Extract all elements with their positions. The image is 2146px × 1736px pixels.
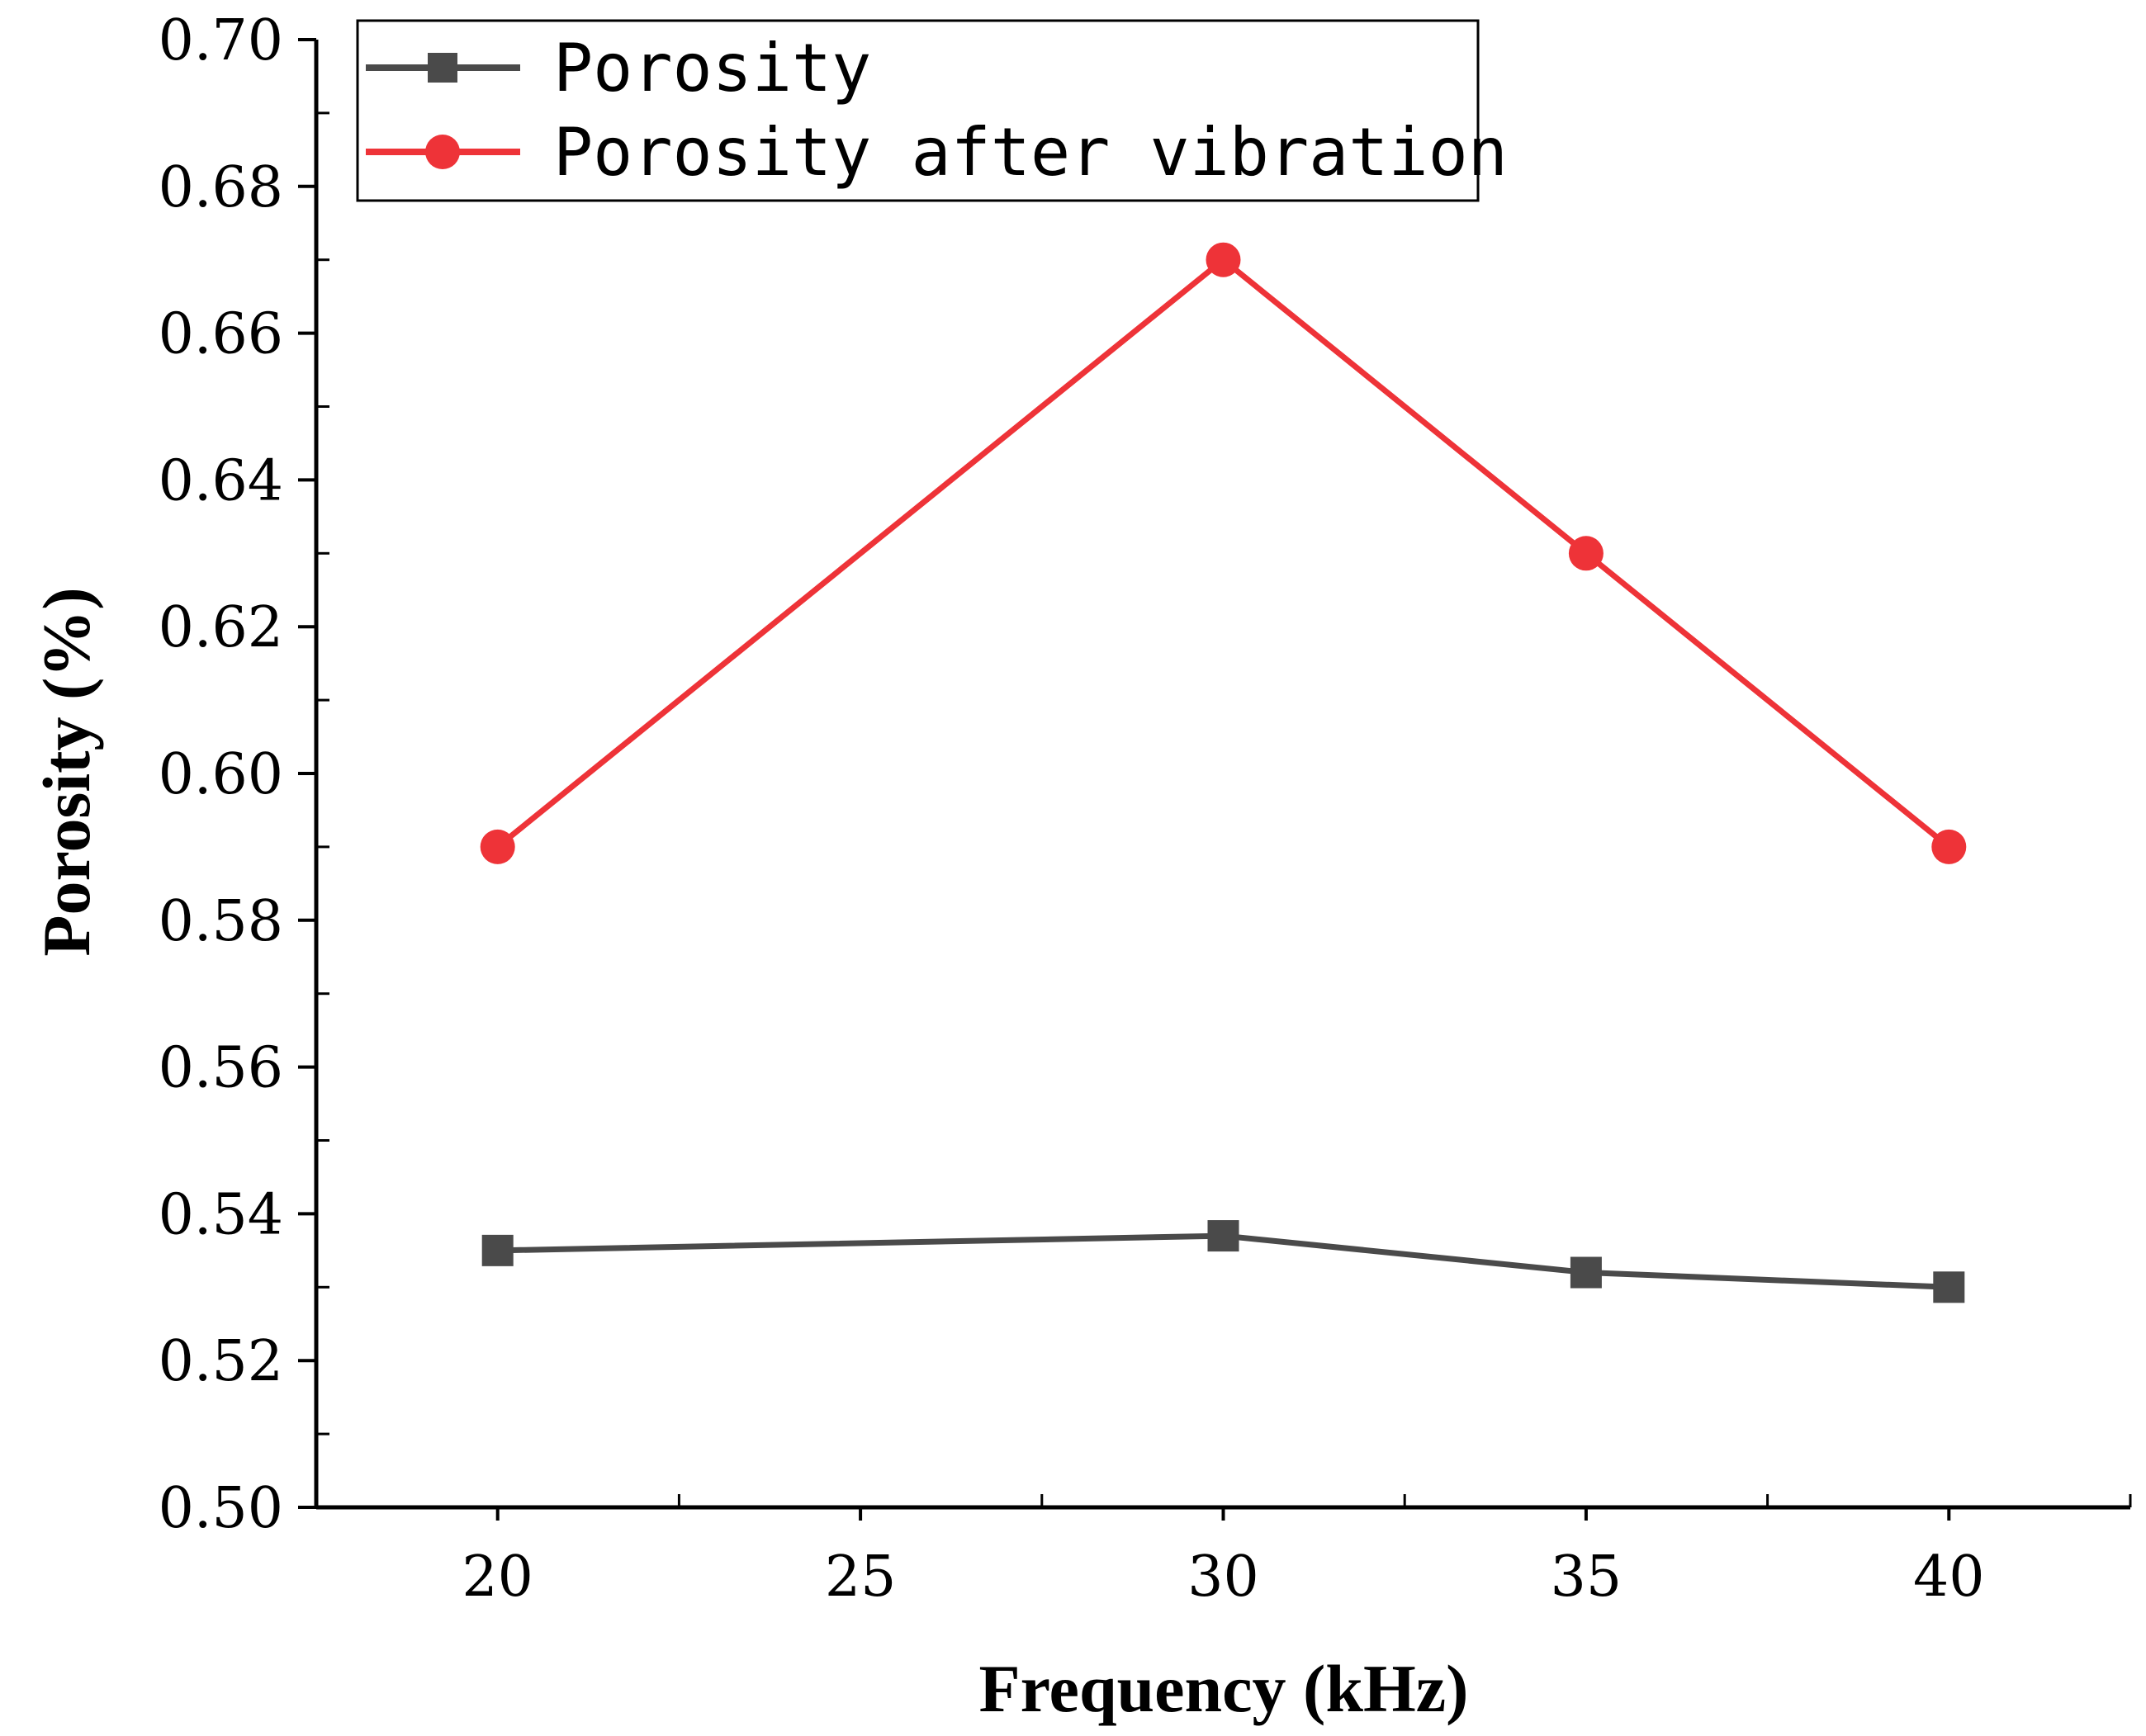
- series-line-porosity-after-vibration: [495, 257, 1951, 849]
- legend-label-porosity-after-vibration: Porosity after vibration: [553, 114, 1508, 191]
- series-porosity: [481, 1220, 1965, 1303]
- x-axis-ticks: 20 25 30 35 40: [315, 1494, 2132, 1610]
- x-tick-label-35: 35: [1551, 1544, 1623, 1610]
- x-tick-label-20: 20: [462, 1544, 533, 1610]
- point-porosity-after-vibration-35: [1568, 536, 1604, 571]
- y-tick-label-0-64: 0.64: [159, 448, 283, 513]
- series-layer: [480, 242, 1967, 1303]
- legend-marker-porosity: [428, 53, 457, 83]
- series-porosity-after-vibration: [480, 242, 1967, 864]
- y-tick-label-0-70: 0.70: [159, 8, 283, 73]
- legend: Porosity Porosity after vibration: [356, 19, 1508, 202]
- y-tick-label-0-62: 0.62: [159, 595, 283, 660]
- series-line-porosity: [497, 1232, 1949, 1290]
- point-porosity-20: [481, 1234, 514, 1266]
- x-tick-label-40: 40: [1913, 1544, 1985, 1610]
- y-tick-label-0-66: 0.66: [159, 302, 283, 367]
- y-tick-label-0-50: 0.50: [159, 1476, 283, 1541]
- point-porosity-after-vibration-40: [1931, 829, 1967, 864]
- y-tick-label-0-68: 0.68: [159, 155, 283, 220]
- y-tick-label-0-52: 0.52: [159, 1329, 283, 1394]
- point-porosity-after-vibration-20: [480, 829, 515, 864]
- y-tick-label-0-54: 0.54: [159, 1182, 283, 1247]
- y-tick-label-0-56: 0.56: [159, 1036, 283, 1101]
- y-axis-title: Porosity (%): [29, 587, 104, 956]
- point-porosity-after-vibration-30: [1206, 242, 1241, 277]
- y-tick-label-0-60: 0.60: [159, 742, 283, 807]
- legend-box: [356, 19, 1480, 202]
- y-axis-ticks: 0.50 0.52 0.54 0.56 0.58 0.60 0.62 0.64 0.66 0.68…: [159, 8, 329, 1541]
- x-tick-label-30: 30: [1187, 1544, 1259, 1610]
- point-porosity-30: [1207, 1220, 1239, 1252]
- x-tick-label-25: 25: [825, 1544, 897, 1610]
- y-tick-label-0-58: 0.58: [159, 889, 283, 954]
- legend-marker-porosity-after-vibration: [425, 135, 460, 169]
- point-porosity-35: [1570, 1256, 1602, 1289]
- x-axis-title: Frequency (kHz): [979, 1651, 1469, 1726]
- point-porosity-40: [1933, 1271, 1965, 1303]
- legend-label-porosity: Porosity: [553, 30, 871, 106]
